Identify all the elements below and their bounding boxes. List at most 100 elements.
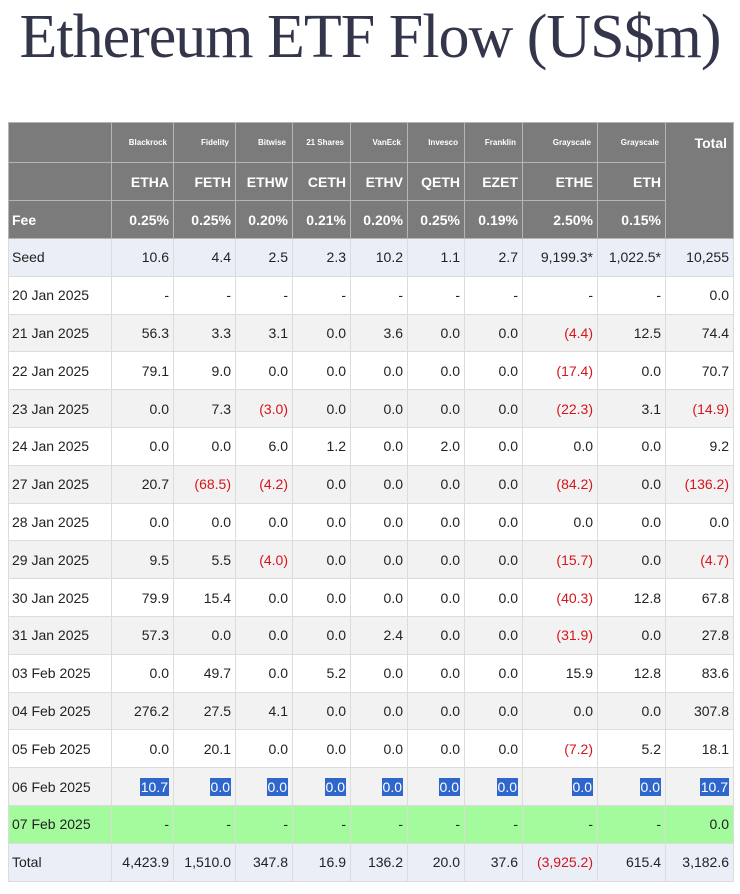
flow-cell: 0.0 — [235, 653, 293, 693]
flow-cell: 12.5 — [597, 313, 666, 353]
row-date: 30 Jan 2025 — [8, 578, 112, 617]
flow-cell: 12.8 — [597, 578, 666, 617]
fee-header-row: Fee 0.25% 0.25% 0.20% 0.21% 0.20% 0.25% … — [8, 200, 734, 239]
table-header: Blackrock Fidelity Bitwise 21 Shares Van… — [8, 122, 734, 239]
flow-cell: 0.0 — [292, 578, 351, 617]
flow-cell: 0.0 — [407, 389, 465, 428]
flow-cell: 0.0 — [350, 540, 408, 580]
flow-cell: 0.0 — [235, 615, 293, 655]
flow-cell: 0.0 — [464, 540, 523, 580]
flow-cell: 0.0 — [464, 578, 523, 617]
flow-cell: 0.0 — [292, 691, 351, 731]
flow-cell: 5.2 — [597, 729, 666, 769]
issuer-header: 21 Shares — [292, 122, 351, 163]
table-row: 03 Feb 2025 0.0 49.7 0.0 5.2 0.0 0.0 0.0 15.9 12.… — [8, 653, 734, 693]
flow-cell: 0.0 — [350, 767, 408, 806]
flow-cell: (3.0) — [235, 389, 293, 428]
row-total-cell: 74.4 — [665, 313, 734, 353]
row-total-cell: (136.2) — [665, 464, 734, 504]
flow-cell: - — [173, 275, 236, 315]
flow-cell: 1,022.5* — [597, 238, 666, 277]
row-date: 24 Jan 2025 — [8, 426, 112, 466]
flow-cell: - — [111, 804, 174, 844]
row-date: 06 Feb 2025 — [8, 767, 112, 806]
flow-cell: 0.0 — [597, 426, 666, 466]
highlighted-value: 0.0 — [571, 777, 593, 796]
fee-value: 2.50% — [522, 200, 598, 239]
flow-cell: 2.4 — [350, 615, 408, 655]
flow-cell: 0.0 — [350, 578, 408, 617]
flow-cell: 2.7 — [464, 238, 523, 277]
highlighted-value: 0.0 — [639, 777, 661, 796]
row-total-cell: 67.8 — [665, 578, 734, 617]
flow-cell: 0.0 — [407, 615, 465, 655]
highlighted-value: 0.0 — [324, 777, 346, 796]
flow-cell: 0.0 — [173, 615, 236, 655]
flow-cell: 0.0 — [350, 691, 408, 731]
table-row: Seed 10.6 4.4 2.5 2.3 10.2 1.1 2.7 9,199.3* 1,022… — [8, 238, 734, 277]
issuer-header: Grayscale — [597, 122, 666, 163]
flow-cell: 0.0 — [173, 426, 236, 466]
flow-cell: 0.0 — [292, 389, 351, 428]
row-total-cell: 3,182.6 — [665, 842, 734, 882]
issuer-header: Fidelity — [173, 122, 236, 163]
flow-cell: 0.0 — [111, 502, 174, 542]
issuer-header: Invesco — [407, 122, 465, 163]
table-row: 30 Jan 2025 79.9 15.4 0.0 0.0 0.0 0.0 0.0 (40.3)… — [8, 578, 734, 617]
flow-cell: 136.2 — [350, 842, 408, 882]
flow-cell: - — [407, 275, 465, 315]
flow-cell: - — [111, 275, 174, 315]
flow-cell: 0.0 — [292, 540, 351, 580]
highlighted-value: 0.0 — [381, 777, 403, 796]
ticker-header: CETH — [292, 162, 351, 201]
flow-cell: 1.1 — [407, 238, 465, 277]
flow-cell: 0.0 — [111, 729, 174, 769]
table-row: 06 Feb 2025 10.7 0.0 0.0 0.0 0.0 0.0 0.0 0.0 0.0 1… — [8, 767, 734, 806]
etf-flow-table: Blackrock Fidelity Bitwise 21 Shares Van… — [8, 122, 734, 882]
flow-cell: 20.7 — [111, 464, 174, 504]
table-row: 05 Feb 2025 0.0 20.1 0.0 0.0 0.0 0.0 0.0 (7.2) 5.… — [8, 729, 734, 769]
fee-value: 0.25% — [111, 200, 174, 239]
flow-cell: 0.0 — [464, 653, 523, 693]
row-date: 05 Feb 2025 — [8, 729, 112, 769]
flow-cell: 0.0 — [173, 767, 236, 806]
table-body: Seed 10.6 4.4 2.5 2.3 10.2 1.1 2.7 9,199.3* 1,022… — [8, 238, 734, 882]
flow-cell: 0.0 — [407, 767, 465, 806]
flow-cell: 7.3 — [173, 389, 236, 428]
fee-value: 0.21% — [292, 200, 351, 239]
flow-cell: 0.0 — [292, 502, 351, 542]
row-total-cell: (14.9) — [665, 389, 734, 428]
row-date: 07 Feb 2025 — [8, 804, 112, 844]
table-row: 20 Jan 2025- - - - - - - - -0.0 — [8, 275, 734, 315]
flow-cell: 0.0 — [235, 729, 293, 769]
flow-cell: 0.0 — [597, 351, 666, 391]
flow-cell: - — [235, 804, 293, 844]
row-date: 28 Jan 2025 — [8, 502, 112, 542]
page-title: Ethereum ETF Flow (US$m) — [19, 3, 722, 71]
flow-cell: (4.4) — [522, 313, 598, 353]
flow-cell: 16.9 — [292, 842, 351, 882]
flow-cell: 12.8 — [597, 653, 666, 693]
ticker-header-row: ETHA FETH ETHW CETH ETHV QETH EZET ETHE … — [8, 162, 734, 201]
flow-cell: 3.6 — [350, 313, 408, 353]
header-corner — [8, 122, 112, 163]
fee-label: Fee — [8, 200, 112, 239]
flow-cell: (17.4) — [522, 351, 598, 391]
flow-cell: 27.5 — [173, 691, 236, 731]
flow-cell: 79.9 — [111, 578, 174, 617]
flow-cell: - — [173, 804, 236, 844]
flow-cell: 0.0 — [235, 578, 293, 617]
flow-cell: - — [464, 804, 523, 844]
flow-cell: - — [407, 804, 465, 844]
flow-cell: 0.0 — [597, 615, 666, 655]
flow-cell: 37.6 — [464, 842, 523, 882]
flow-cell: (3,925.2) — [522, 842, 598, 882]
total-column-header: Total — [665, 122, 734, 239]
row-date: 03 Feb 2025 — [8, 653, 112, 693]
flow-cell: 79.1 — [111, 351, 174, 391]
flow-cell: 5.2 — [292, 653, 351, 693]
row-date: 27 Jan 2025 — [8, 464, 112, 504]
flow-cell: 2.5 — [235, 238, 293, 277]
row-date: 21 Jan 2025 — [8, 313, 112, 353]
flow-cell: 0.0 — [173, 502, 236, 542]
